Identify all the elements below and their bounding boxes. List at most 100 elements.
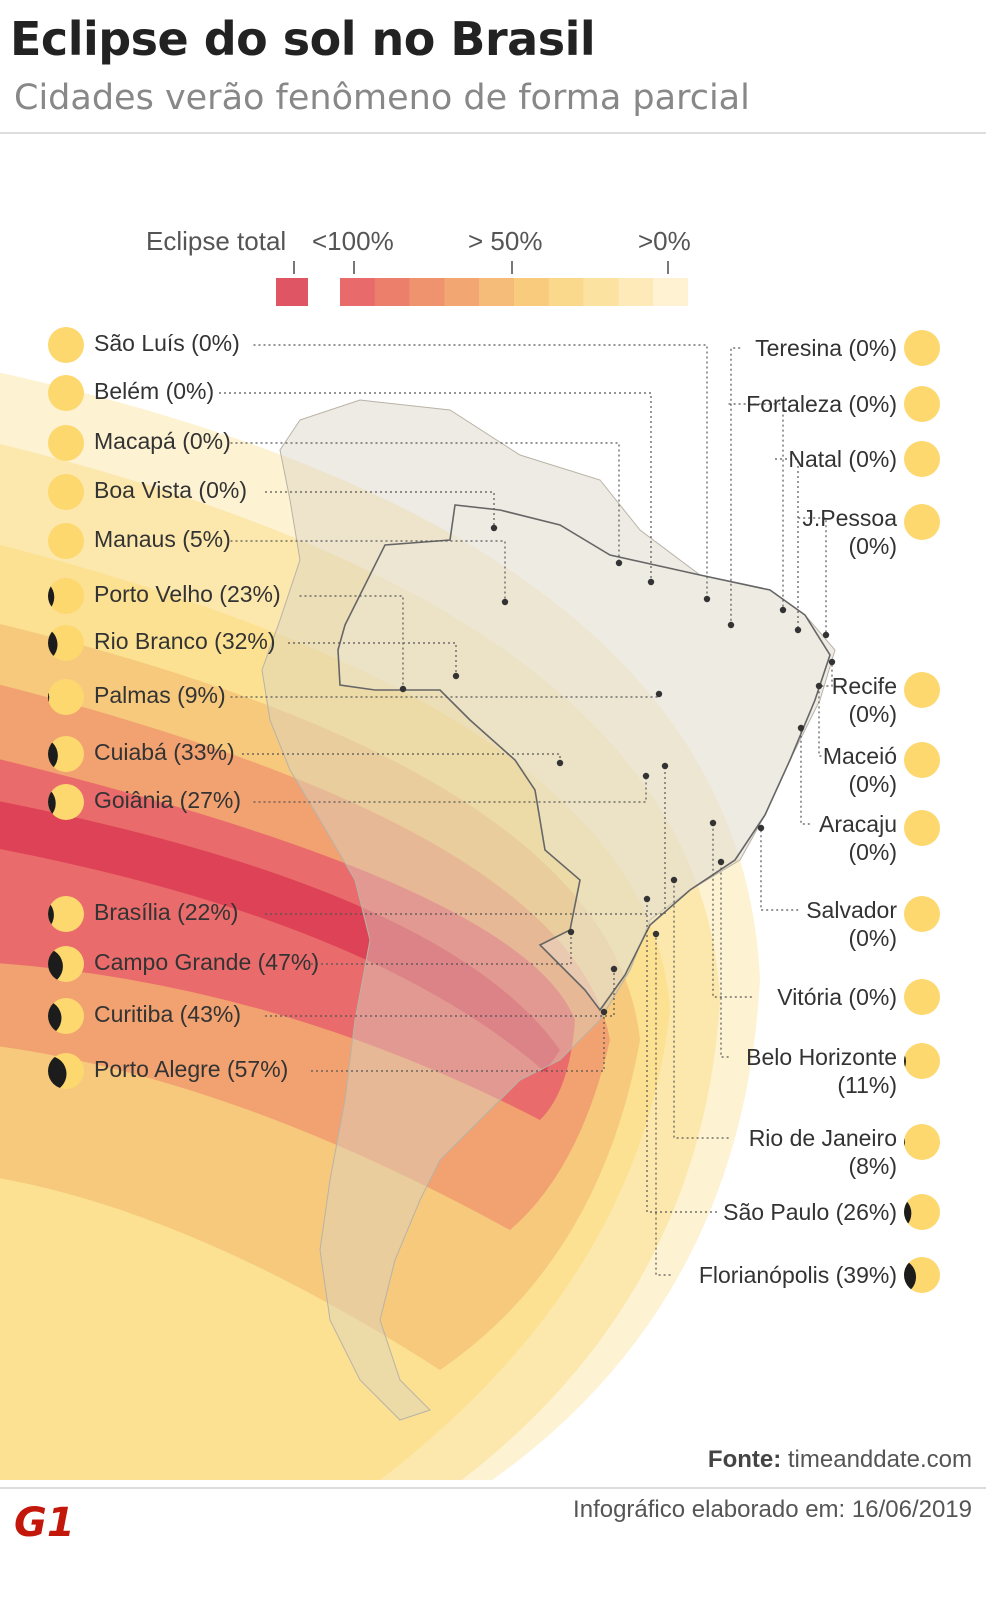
eclipse-icon xyxy=(904,672,940,708)
city-label-text: Macapá (0%) xyxy=(94,428,231,454)
city-label-left: Goiânia (27%) xyxy=(94,786,241,814)
city-label-text: Goiânia (27%) xyxy=(94,787,242,813)
eclipse-icon xyxy=(904,896,940,932)
city-dot xyxy=(797,724,805,732)
connector-line xyxy=(288,642,457,676)
city-label-right: Florianópolis (39%) xyxy=(699,1261,897,1289)
city-dot xyxy=(615,559,623,567)
legend-swatch xyxy=(514,278,549,306)
city-label-left: São Luís (0%) xyxy=(94,329,240,357)
city-label-line: Florianópolis (39%) xyxy=(698,1262,897,1288)
city-label-text: Boa Vista (0%) xyxy=(94,477,247,503)
city-dot xyxy=(727,621,735,629)
city-label-left: Porto Velho (23%) xyxy=(94,580,281,608)
city-dot xyxy=(779,606,787,614)
city-label-right: Recife (0%) xyxy=(832,672,897,728)
eclipse-bands xyxy=(0,372,760,1480)
city-dot xyxy=(794,626,802,634)
city-label-line: J.Pessoa xyxy=(802,505,897,531)
legend-swatch xyxy=(409,278,445,306)
city-dot xyxy=(567,928,575,936)
city-dot xyxy=(642,772,650,780)
connector-line xyxy=(253,776,647,803)
city-dot xyxy=(647,578,655,586)
city-label-left: Curitiba (43%) xyxy=(94,1000,241,1028)
city-label-text: São Luís (0%) xyxy=(94,330,240,356)
legend-swatch xyxy=(548,278,584,306)
legend-label-lt100: <100% xyxy=(312,226,394,256)
eclipse-icon xyxy=(48,896,84,932)
connector-line xyxy=(242,753,561,763)
city-dots xyxy=(399,524,836,1016)
city-label-text: Belém (0%) xyxy=(94,378,215,404)
eclipse-icon xyxy=(48,523,84,559)
city-label-right: J.Pessoa (0%) xyxy=(802,504,897,560)
page-title: Eclipse do sol no Brasil xyxy=(10,12,596,66)
connector-line xyxy=(219,392,652,582)
city-label-text: Brasília (22%) xyxy=(94,899,239,925)
footer-divider xyxy=(0,1487,986,1489)
city-dot xyxy=(600,1008,608,1016)
connector-line xyxy=(818,686,822,757)
city-label-left: Belém (0%) xyxy=(94,377,214,405)
connector-line xyxy=(265,491,495,528)
legend-swatch xyxy=(444,278,480,306)
legend-swatch xyxy=(653,278,689,306)
city-label-line: São Paulo (26%) xyxy=(723,1199,897,1225)
city-dot xyxy=(610,965,618,973)
city-dot xyxy=(815,682,823,690)
city-label-line: (0%) xyxy=(848,701,897,727)
eclipse-icon xyxy=(904,1124,940,1160)
connector-line xyxy=(299,595,404,689)
connector-line xyxy=(800,728,810,825)
city-label-line: (0%) xyxy=(848,771,897,797)
legend-label-total: Eclipse total xyxy=(146,226,287,256)
city-label-left: Cuiabá (33%) xyxy=(94,738,235,766)
eclipse-icon xyxy=(48,375,84,411)
city-label-left: Macapá (0%) xyxy=(94,427,231,455)
connector-line xyxy=(821,662,833,687)
city-label-line: Teresina (0%) xyxy=(755,335,897,361)
legend-swatch-total xyxy=(276,278,308,306)
city-label-left: Campo Grande (47%) xyxy=(94,948,319,976)
city-dot xyxy=(452,672,460,680)
legend-label-gt0: >0% xyxy=(638,226,691,256)
city-label-text: Palmas (9%) xyxy=(94,682,226,708)
city-label-right: Natal (0%) xyxy=(788,445,897,473)
legend-label-gt50: > 50% xyxy=(468,226,543,256)
eclipse-icon xyxy=(904,441,940,477)
city-label-left: Rio Branco (32%) xyxy=(94,627,276,655)
connector-line xyxy=(775,458,799,630)
legend-swatch xyxy=(618,278,654,306)
eclipse-map xyxy=(0,261,940,1480)
connector-line xyxy=(655,934,671,1276)
connector-line xyxy=(760,828,799,911)
city-label-line: Maceió xyxy=(822,743,897,769)
city-label-right: Vitória (0%) xyxy=(777,983,897,1011)
brazil-border xyxy=(337,504,831,1012)
city-dot xyxy=(757,824,765,832)
eclipse-icon xyxy=(904,1043,940,1079)
city-label-line: (0%) xyxy=(848,839,897,865)
city-label-line: Rio de Janeiro xyxy=(748,1125,897,1151)
city-label-left: Manaus (5%) xyxy=(94,525,231,553)
city-label-line: Natal (0%) xyxy=(788,446,897,472)
city-dot xyxy=(717,858,725,866)
city-label-left: Boa Vista (0%) xyxy=(94,476,247,504)
legend-swatch xyxy=(583,278,619,306)
credit-line: Infográfico elaborado em: 16/06/2019 xyxy=(573,1496,972,1523)
g1-logo: G1 xyxy=(14,1500,75,1542)
legend-swatch xyxy=(479,278,515,306)
city-label-right: Rio de Janeiro (8%) xyxy=(749,1124,897,1180)
city-label-text: Curitiba (43%) xyxy=(94,1001,241,1027)
legend-scale xyxy=(276,261,689,306)
city-dot xyxy=(709,819,717,827)
city-label-text: Manaus (5%) xyxy=(94,526,231,552)
city-label-right: Aracaju (0%) xyxy=(819,810,897,866)
legend-swatch xyxy=(340,278,375,306)
city-label-text: Porto Alegre (57%) xyxy=(94,1056,289,1082)
city-label-text: Campo Grande (47%) xyxy=(94,949,319,975)
eclipse-icon xyxy=(48,327,84,363)
connector-line xyxy=(798,517,827,635)
city-label-right: São Paulo (26%) xyxy=(723,1198,897,1226)
